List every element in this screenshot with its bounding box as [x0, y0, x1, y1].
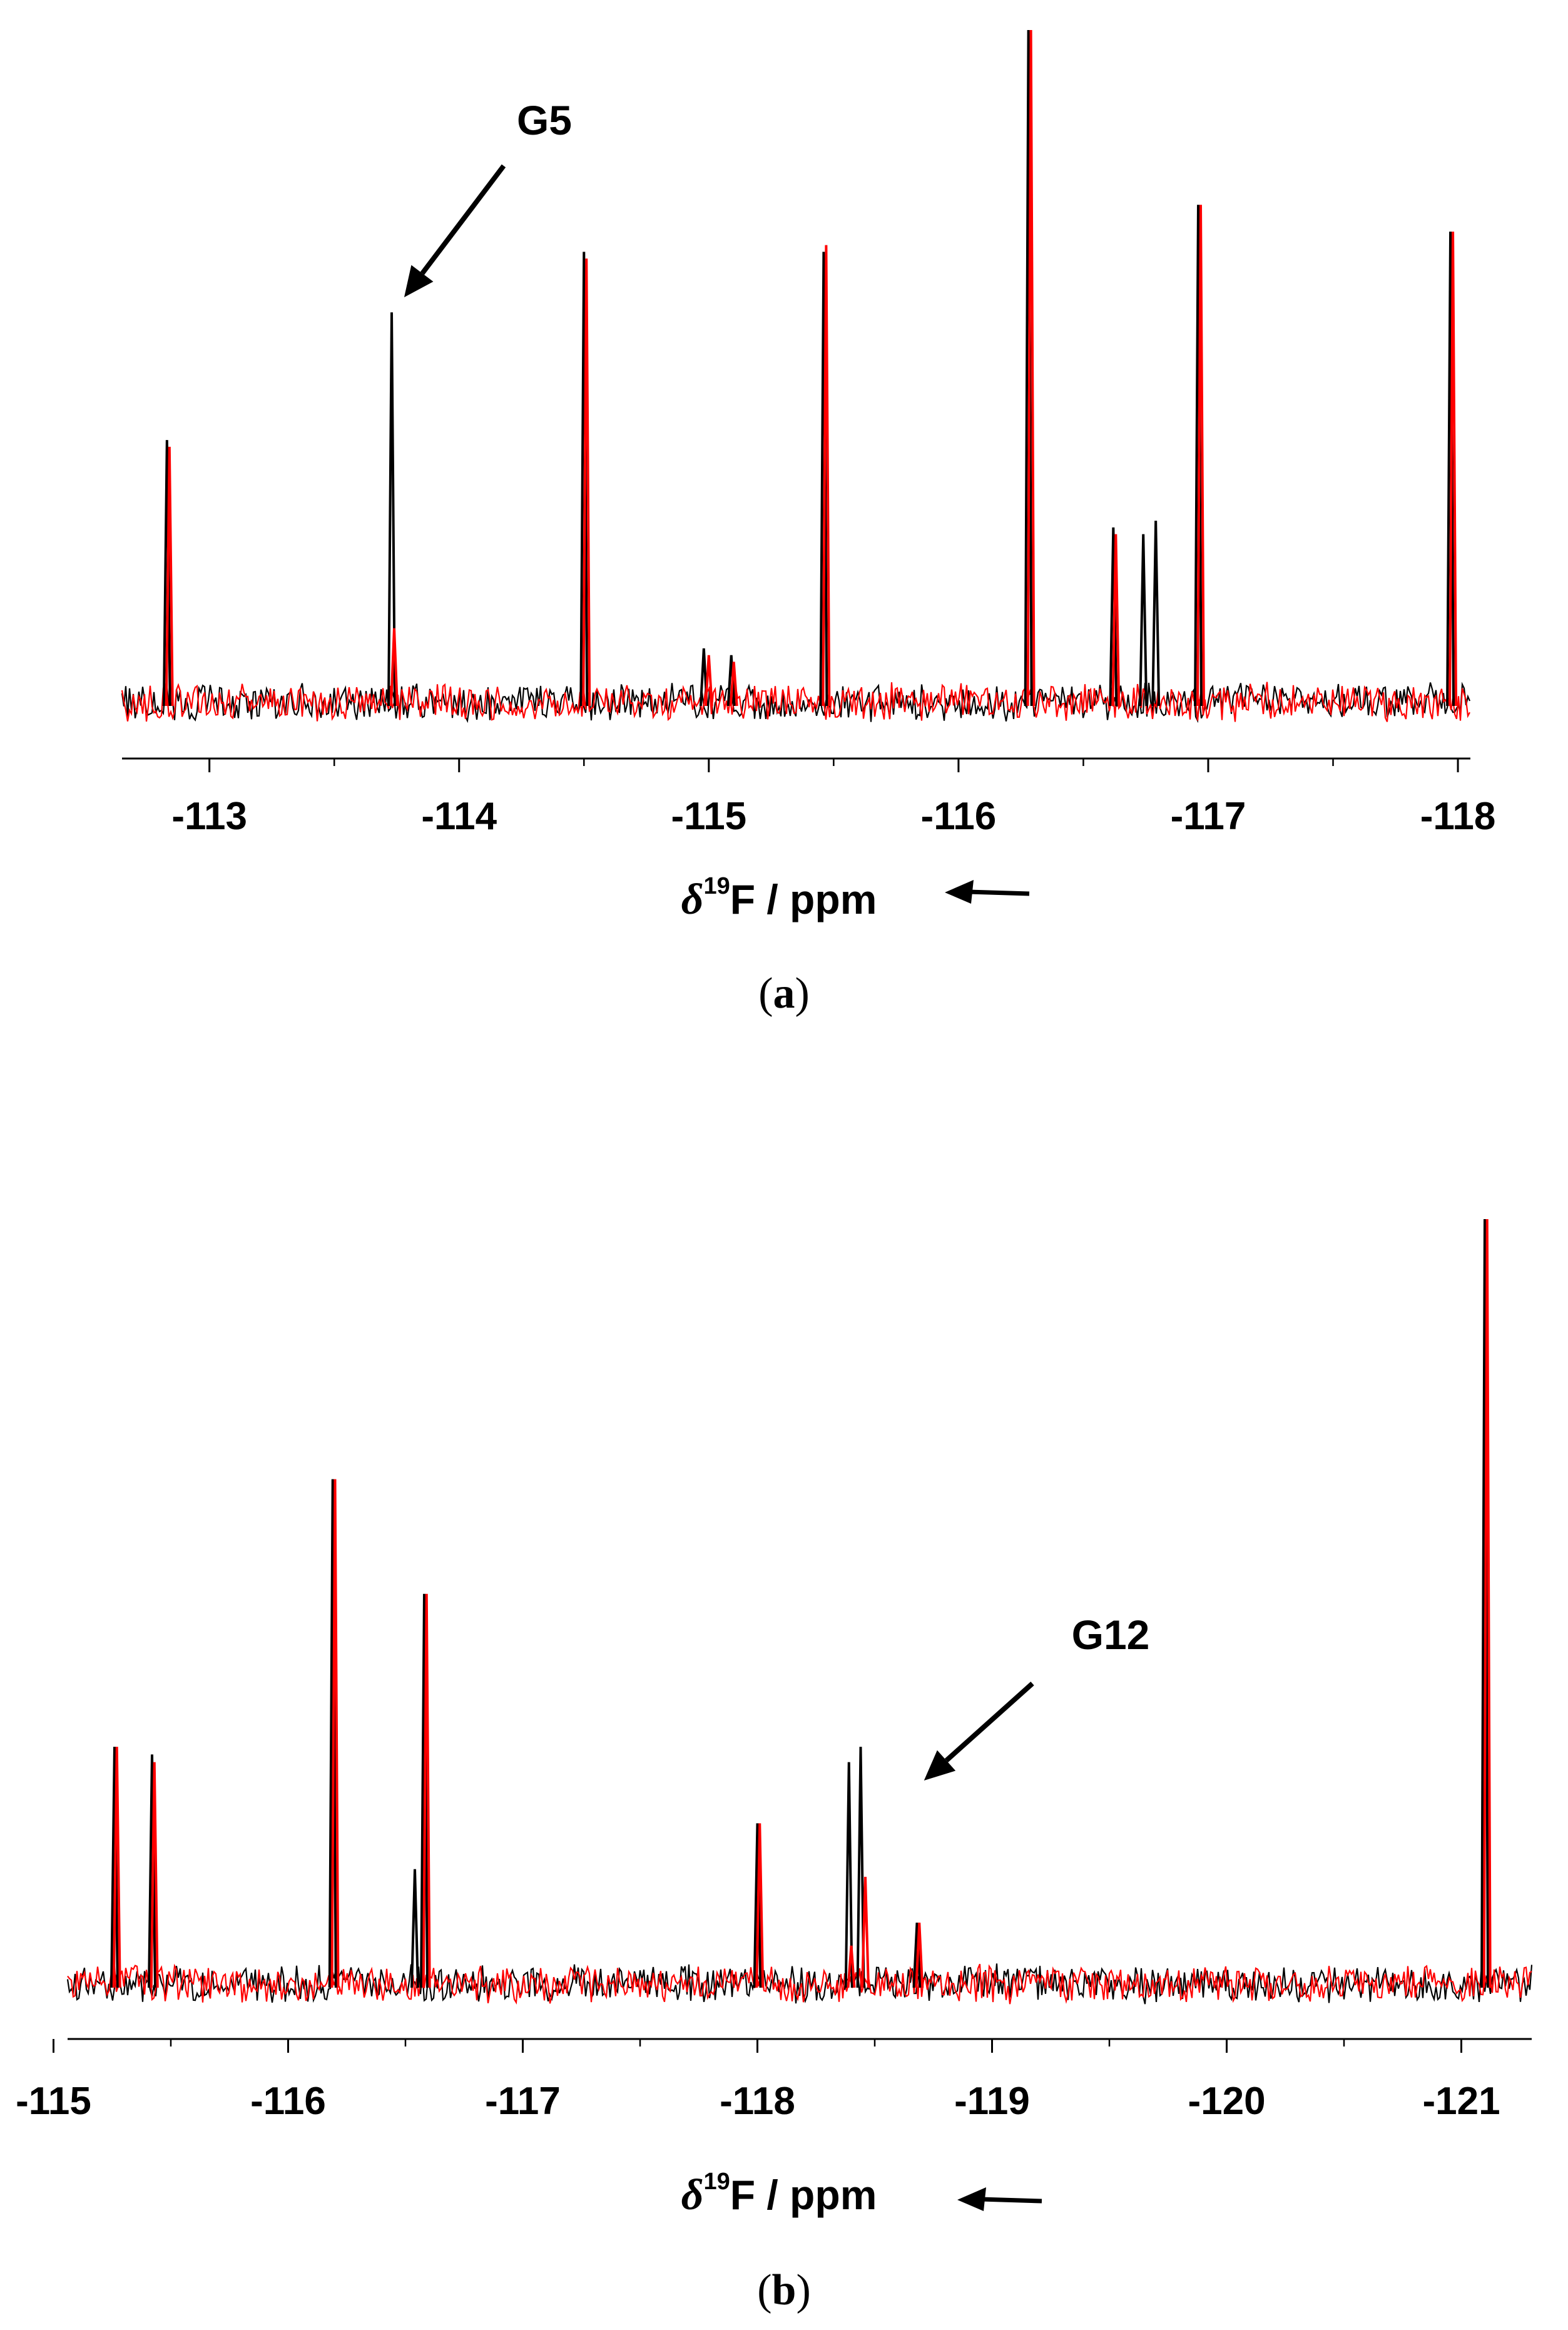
peak-series-2-2: [150, 1762, 159, 1988]
peak-series-2-1: [112, 1747, 121, 1988]
peak-series-1-12: [1446, 232, 1455, 707]
annotation-label: G5: [517, 97, 572, 143]
x-axis-title: δ19F / ppm: [681, 873, 877, 924]
peak-series-2-9: [1482, 1219, 1492, 1988]
peak-series-2-2: [389, 628, 399, 707]
axis-direction-arrow-shaft: [968, 889, 1030, 896]
peak-series-2-4: [704, 655, 713, 707]
peak-series-1-5: [420, 1593, 429, 1988]
peak-series-2-3: [582, 258, 591, 707]
x-tick-label: -116: [921, 795, 997, 838]
peak-series-2-8: [915, 1923, 924, 1988]
axis-direction-arrow-shaft: [980, 2197, 1042, 2204]
peak-series-2-9: [1196, 205, 1205, 707]
peak-series-1-2: [148, 1754, 156, 1988]
peak-series-1-8: [1109, 527, 1118, 707]
peak-series-1-2: [387, 312, 396, 707]
axis-title-rest: F / ppm: [730, 2172, 877, 2218]
peak-series-1-6: [819, 252, 828, 707]
peak-series-2-6: [822, 245, 831, 707]
panel-b: -115 -116 -117 -118 -119 -120 -121 δ19F / ppm G1…: [16, 1219, 1533, 2314]
peak-series-2-10: [1448, 232, 1458, 707]
x-tick-label: -117: [1171, 795, 1246, 838]
panel-caption: (b): [757, 2266, 811, 2314]
peak-series-2-6: [847, 1945, 856, 1988]
x-axis-title: δ19F / ppm: [681, 2169, 877, 2219]
axis-title-superscript: 19: [703, 873, 730, 899]
noise-baseline-series-2: [121, 682, 1470, 722]
axis-title-symbol: δ: [681, 2171, 704, 2219]
peak-series-1-1: [110, 1747, 119, 1988]
x-tick-label: -117: [485, 2080, 561, 2123]
peak-series-2-7: [1026, 29, 1036, 707]
annotation-label: G12: [1072, 1612, 1150, 1658]
panel-caption: (a): [758, 969, 810, 1018]
panel-a: -113 -114 -115 -116 -117 -118 δ19F / ppm G5 (a): [121, 29, 1496, 1018]
axis-direction-arrow-icon: [957, 2187, 986, 2211]
peak-series-1-10: [1480, 1219, 1489, 1988]
x-tick-label: -118: [720, 2080, 795, 2123]
peak-series-2-1: [165, 446, 174, 707]
axis-title-superscript: 19: [703, 2169, 730, 2195]
peak-series-1-3: [579, 252, 589, 707]
peak-series-2-7: [861, 1876, 870, 1988]
peak-series-2-8: [1111, 534, 1121, 707]
peak-series-1-7: [1024, 29, 1033, 707]
peak-series-2-5: [729, 662, 738, 707]
peak-series-1-5: [726, 655, 736, 707]
annotation-arrow-icon: [404, 265, 434, 297]
axis-title-rest: F / ppm: [730, 876, 877, 922]
peak-series-2-5: [755, 1823, 765, 1988]
x-tick-label: -116: [250, 2080, 326, 2123]
peak-series-1-9: [912, 1923, 922, 1988]
peak-series-1-9: [1139, 534, 1148, 707]
peak-series-1-8: [856, 1747, 865, 1988]
x-tick-label: -113: [171, 795, 247, 838]
x-tick-label: -121: [1422, 2080, 1500, 2123]
peak-series-1-6: [753, 1823, 762, 1988]
x-tick-label: -115: [16, 2080, 91, 2123]
x-tick-label: -119: [954, 2080, 1030, 2123]
noise-baseline-series-2: [67, 1963, 1532, 2005]
x-tick-label: -115: [671, 795, 746, 838]
panel-caption-letter: b: [772, 2266, 797, 2314]
peak-series-1-11: [1194, 205, 1203, 707]
axis-title-symbol: δ: [681, 876, 704, 924]
annotation-arrow-icon: [924, 1750, 956, 1781]
x-tick-label: -114: [421, 795, 497, 838]
annotation-arrow-shaft: [420, 164, 506, 275]
peak-series-1-10: [1151, 520, 1161, 707]
peak-series-1-7: [844, 1762, 853, 1988]
axis-direction-arrow-icon: [945, 880, 974, 904]
peak-series-1-1: [162, 440, 171, 707]
peak-series-2-3: [330, 1479, 340, 1988]
peak-series-1-4: [410, 1869, 419, 1988]
peak-series-1-3: [328, 1479, 337, 1988]
x-tick-label: -118: [1420, 795, 1496, 838]
peak-series-2-4: [422, 1593, 431, 1988]
annotation-arrow-shaft: [944, 1682, 1034, 1762]
x-tick-label: -120: [1188, 2080, 1265, 2123]
panel-caption-letter: a: [773, 969, 795, 1018]
